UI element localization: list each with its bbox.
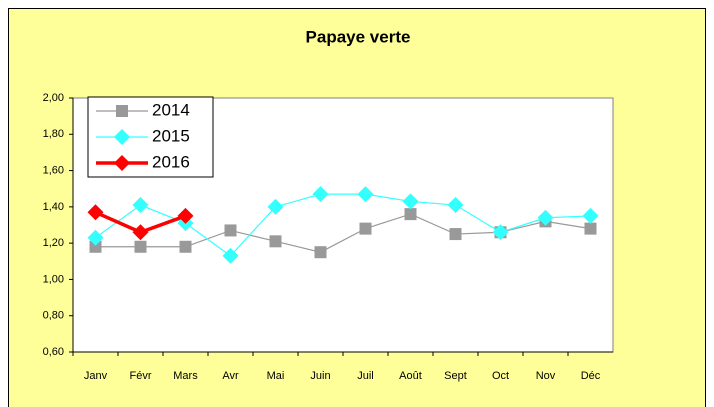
legend-label: 2015	[152, 126, 190, 145]
marker	[582, 207, 599, 224]
marker	[449, 228, 462, 241]
marker	[404, 208, 417, 221]
marker	[177, 207, 194, 224]
marker	[359, 222, 372, 235]
marker	[222, 247, 239, 264]
marker	[132, 197, 149, 214]
y-tick-label: 1,00	[43, 273, 64, 285]
marker	[134, 240, 147, 253]
marker	[402, 193, 419, 210]
marker	[584, 222, 597, 235]
marker	[179, 240, 192, 253]
marker	[89, 240, 102, 253]
marker	[87, 204, 104, 221]
marker	[132, 224, 149, 241]
marker	[269, 235, 282, 248]
x-tick-label: Avr	[222, 370, 239, 382]
marker	[537, 209, 554, 226]
chart-title: Papaye verte	[306, 27, 411, 46]
x-tick-label: Août	[399, 370, 422, 382]
marker	[312, 186, 329, 203]
y-tick-label: 0,60	[43, 346, 64, 358]
marker	[447, 197, 464, 214]
marker	[314, 246, 327, 259]
x-tick-label: Déc	[581, 370, 601, 382]
marker	[116, 105, 128, 117]
x-tick-label: Oct	[492, 370, 509, 382]
y-tick-label: 1,20	[43, 237, 64, 249]
legend-label: 2016	[152, 152, 190, 171]
y-tick-label: 1,60	[43, 164, 64, 176]
x-tick-label: Janv	[84, 370, 108, 382]
x-tick-label: Mai	[267, 370, 285, 382]
marker	[114, 155, 130, 171]
marker	[224, 224, 237, 237]
marker	[492, 224, 509, 241]
legend-label: 2014	[152, 100, 190, 119]
x-tick-label: Sept	[444, 370, 467, 382]
marker	[114, 129, 130, 145]
marker	[87, 229, 104, 246]
y-tick-label: 2,00	[43, 92, 64, 104]
x-tick-label: Mars	[173, 370, 198, 382]
x-tick-label: Juin	[310, 370, 330, 382]
y-tick-label: 1,40	[43, 201, 64, 213]
y-tick-label: 1,80	[43, 128, 64, 140]
marker	[357, 186, 374, 203]
marker	[267, 198, 284, 215]
x-tick-label: Nov	[536, 370, 556, 382]
x-tick-label: Févr	[130, 370, 152, 382]
y-tick-label: 0,80	[43, 310, 64, 322]
x-tick-label: Juil	[357, 370, 374, 382]
